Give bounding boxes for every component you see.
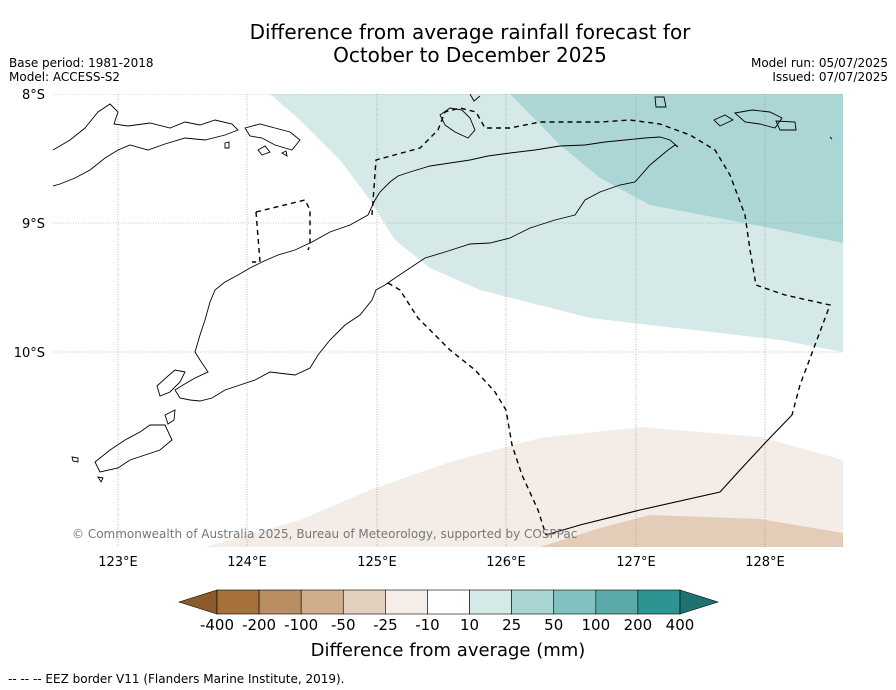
title-line-1: Difference from average rainfall forecas… <box>249 20 691 44</box>
model-name: Model: ACCESS-S2 <box>9 70 121 84</box>
colorbar-segment <box>511 589 555 615</box>
colorbar-segment <box>342 589 386 615</box>
gridlines <box>53 94 843 547</box>
lon-labels: 123°E 124°E 125°E 126°E 127°E 128°E <box>98 555 785 570</box>
colorbar-tick-label: -200 <box>242 616 276 634</box>
colorbar-segment <box>595 589 639 615</box>
colorbar-tick-label: 50 <box>544 616 563 634</box>
colorbar-segment <box>637 589 681 615</box>
colorbar-tick-label: -100 <box>284 616 318 634</box>
base-period: Base period: 1981-2018 <box>9 56 154 70</box>
lat-labels: 8°S 9°S 10°S <box>14 88 45 361</box>
colorbar-segment <box>469 589 512 615</box>
colorbar-label: Difference from average (mm) <box>310 640 586 661</box>
lon-label: 127°E <box>616 555 656 570</box>
coastlines <box>53 94 833 483</box>
colorbar-tick-label: 200 <box>624 616 653 634</box>
lat-label: 8°S <box>22 88 45 103</box>
model-run: Model run: 05/07/2025 <box>750 56 888 70</box>
colorbar-segment <box>385 589 428 615</box>
lat-label: 9°S <box>22 217 45 232</box>
colorbar-tick-label: -400 <box>200 616 234 634</box>
issued-date: Issued: 07/07/2025 <box>772 70 888 84</box>
colorbar <box>178 589 719 615</box>
lon-label: 128°E <box>745 555 785 570</box>
lon-label: 125°E <box>357 555 397 570</box>
colorbar-tick-label: 25 <box>502 616 521 634</box>
colorbar-segment <box>216 589 260 615</box>
colorbar-segment <box>427 589 470 615</box>
lon-label: 124°E <box>227 555 267 570</box>
colorbar-segment <box>553 589 597 615</box>
colorbar-tick-label: -50 <box>331 616 356 634</box>
lon-label: 123°E <box>98 555 138 570</box>
colorbar-tick-label: 10 <box>460 616 479 634</box>
copyright-text: © Commonwealth of Australia 2025, Bureau… <box>72 527 577 541</box>
eez-footnote: -- -- -- EEZ border V11 (Flanders Marine… <box>8 672 345 686</box>
colorbar-under-arrow <box>178 589 218 615</box>
eez-border-solid <box>545 414 793 536</box>
colorbar-ticks: -400 -200 -100 -50 -25 -10 10 25 50 100 200 400 <box>200 616 694 634</box>
eez-border <box>252 107 831 536</box>
colorbar-segment <box>258 589 302 615</box>
lon-label: 126°E <box>486 555 526 570</box>
map-frame <box>53 94 843 547</box>
colorbar-tick-label: 100 <box>581 616 610 634</box>
colorbar-tick-label: -25 <box>373 616 398 634</box>
colorbar-tick-label: 400 <box>666 616 695 634</box>
colorbar-over-arrow <box>679 589 719 615</box>
lat-label: 10°S <box>14 346 45 361</box>
colorbar-segment <box>300 589 344 615</box>
title-line-2: October to December 2025 <box>333 43 607 67</box>
rain-band-tan <box>540 515 843 547</box>
rain-band-mid-teal <box>510 94 843 243</box>
colorbar-tick-label: -10 <box>415 616 440 634</box>
